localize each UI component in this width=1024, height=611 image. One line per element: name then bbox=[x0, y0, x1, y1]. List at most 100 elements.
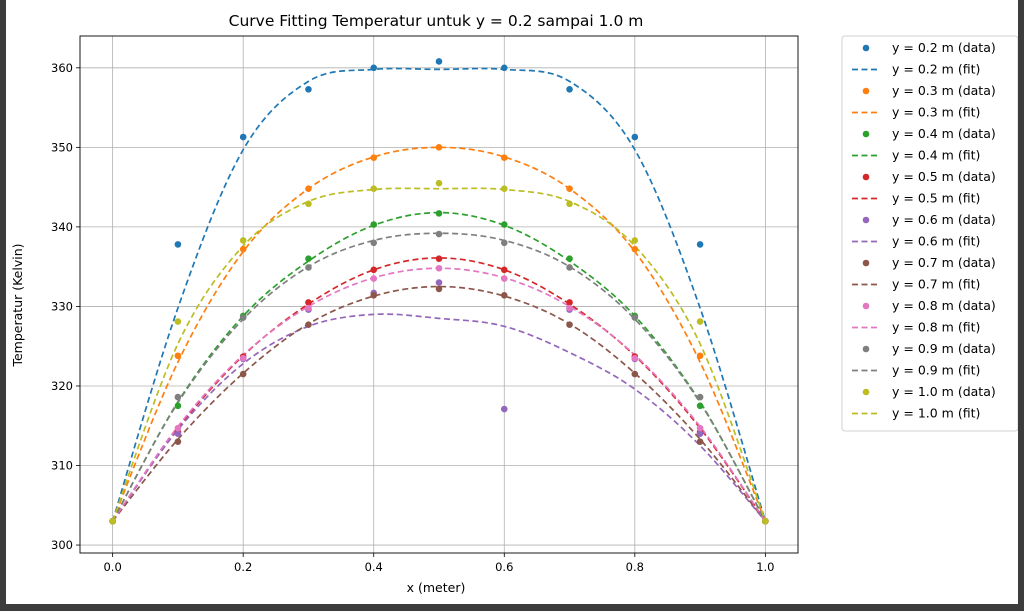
data-point-series-3 bbox=[566, 255, 573, 263]
fit-line-series-1 bbox=[111, 67, 767, 522]
legend-label-data: y = 0.9 m (data) bbox=[892, 341, 996, 356]
data-point-series-9 bbox=[174, 318, 182, 325]
legend-label-data: y = 0.5 m (data) bbox=[892, 169, 996, 184]
data-point-series-6 bbox=[566, 321, 573, 329]
data-point-series-3 bbox=[174, 402, 182, 410]
data-point-series-2 bbox=[435, 144, 443, 151]
data-point-series-5 bbox=[500, 405, 508, 413]
data-point-series-1 bbox=[239, 133, 247, 141]
data-point-series-6 bbox=[174, 438, 182, 445]
legend-label-data: y = 0.3 m (data) bbox=[892, 83, 996, 98]
y-axis-label: Temperatur (Kelvin) bbox=[10, 243, 25, 367]
data-point-series-2 bbox=[305, 185, 312, 193]
y-tick-label: 350 bbox=[51, 140, 73, 154]
data-point-series-1 bbox=[696, 241, 704, 248]
plot-area: 0.0 0.2 0.4 0.6 0.8 1.0 300 310 320 330 340 350 360 bbox=[51, 35, 799, 574]
data-point-series-6 bbox=[370, 291, 378, 299]
data-point-series-5 bbox=[174, 430, 182, 437]
legend-box bbox=[841, 35, 1018, 432]
data-point-series-2 bbox=[370, 154, 378, 161]
data-point-series-6 bbox=[696, 438, 704, 445]
data-point-series-1 bbox=[305, 85, 312, 93]
data-point-series-1 bbox=[435, 58, 443, 65]
figure-canvas: Curve Fitting Temperatur untuk y = 0.2 s… bbox=[6, 0, 1018, 604]
data-point-series-6 bbox=[435, 285, 443, 293]
data-point-series-1 bbox=[370, 64, 378, 72]
fit-line-series-8 bbox=[111, 232, 767, 522]
y-tick-label: 330 bbox=[51, 299, 73, 313]
data-point-series-9 bbox=[435, 179, 443, 187]
data-point-series-9 bbox=[305, 200, 312, 208]
fit-line-series-6 bbox=[111, 285, 767, 522]
data-point-series-1 bbox=[174, 241, 182, 248]
fit-line-series-4 bbox=[111, 257, 767, 522]
data-point-series-2 bbox=[174, 352, 182, 360]
data-point-series-8 bbox=[174, 393, 182, 401]
data-point-series-8 bbox=[305, 264, 312, 271]
chart: Curve Fitting Temperatur untuk y = 0.2 s… bbox=[10, 12, 1018, 595]
y-tick-label: 340 bbox=[51, 220, 73, 234]
legend-label-fit: y = 0.2 m (fit) bbox=[892, 62, 980, 77]
data-point-series-3 bbox=[370, 221, 378, 228]
legend-marker-data bbox=[862, 87, 870, 95]
legend-label-data: y = 0.4 m (data) bbox=[892, 126, 996, 141]
data-point-series-2 bbox=[696, 352, 704, 360]
data-point-series-6 bbox=[239, 370, 247, 378]
data-point-series-8 bbox=[500, 239, 508, 247]
data-point-series-2 bbox=[239, 245, 247, 253]
x-tick-label: 1.0 bbox=[756, 560, 774, 574]
data-point-series-5 bbox=[696, 430, 704, 437]
fit-line-series-2 bbox=[111, 146, 767, 522]
data-point-series-7 bbox=[631, 354, 639, 362]
data-point-series-7 bbox=[435, 264, 443, 272]
data-point-series-7 bbox=[500, 275, 508, 282]
legend-label-fit: y = 0.7 m (fit) bbox=[892, 277, 980, 292]
legend-label-fit: y = 0.8 m (fit) bbox=[892, 320, 980, 335]
data-point-series-8 bbox=[370, 239, 378, 247]
data-point-series-1 bbox=[631, 133, 639, 141]
data-point-series-9 bbox=[239, 237, 247, 244]
fit-line-series-5 bbox=[111, 313, 767, 522]
data-point-series-3 bbox=[696, 402, 704, 410]
fit-line-series-9 bbox=[111, 187, 767, 522]
legend-label-data: y = 0.6 m (data) bbox=[892, 212, 996, 227]
data-point-series-7 bbox=[305, 304, 312, 312]
data-point-series-2 bbox=[500, 154, 508, 161]
x-tick-label: 0.2 bbox=[234, 560, 252, 574]
y-tick-label: 320 bbox=[51, 379, 73, 393]
data-point-series-7 bbox=[566, 304, 573, 312]
x-tick-label: 0.0 bbox=[103, 560, 121, 574]
y-tick-label: 310 bbox=[51, 459, 73, 473]
data-point-series-2 bbox=[631, 245, 639, 253]
x-tick-label: 0.8 bbox=[626, 560, 644, 574]
data-point-series-9 bbox=[109, 517, 116, 525]
data-point-series-9 bbox=[762, 517, 769, 525]
data-point-series-3 bbox=[500, 221, 508, 228]
legend-label-fit: y = 0.6 m (fit) bbox=[892, 234, 980, 249]
legend-marker-data bbox=[862, 388, 870, 396]
data-point-series-4 bbox=[500, 266, 508, 274]
data-point-series-4 bbox=[566, 299, 573, 306]
data-point-series-7 bbox=[696, 424, 704, 432]
legend-label-fit: y = 0.4 m (fit) bbox=[892, 148, 980, 163]
data-point-series-4 bbox=[305, 299, 312, 306]
legend-label-data: y = 0.7 m (data) bbox=[892, 255, 996, 270]
legend-label-data: y = 0.2 m (data) bbox=[892, 40, 996, 55]
x-tick-label: 0.4 bbox=[365, 560, 383, 574]
data-point-series-2 bbox=[566, 185, 573, 193]
chart-title: Curve Fitting Temperatur untuk y = 0.2 s… bbox=[229, 12, 644, 30]
data-point-series-9 bbox=[500, 185, 508, 193]
data-point-series-4 bbox=[435, 255, 443, 263]
data-point-series-9 bbox=[696, 318, 704, 325]
data-point-series-6 bbox=[305, 321, 312, 329]
legend-marker-data bbox=[862, 302, 870, 310]
x-tick-label: 0.6 bbox=[495, 560, 513, 574]
data-point-series-8 bbox=[696, 393, 704, 401]
y-tick-label: 360 bbox=[51, 61, 73, 75]
data-point-series-8 bbox=[435, 230, 443, 238]
legend-label-fit: y = 0.3 m (fit) bbox=[892, 105, 980, 120]
data-point-series-3 bbox=[435, 210, 443, 217]
data-point-series-6 bbox=[500, 291, 508, 299]
axes-frame bbox=[79, 35, 799, 554]
data-point-series-5 bbox=[435, 279, 443, 286]
